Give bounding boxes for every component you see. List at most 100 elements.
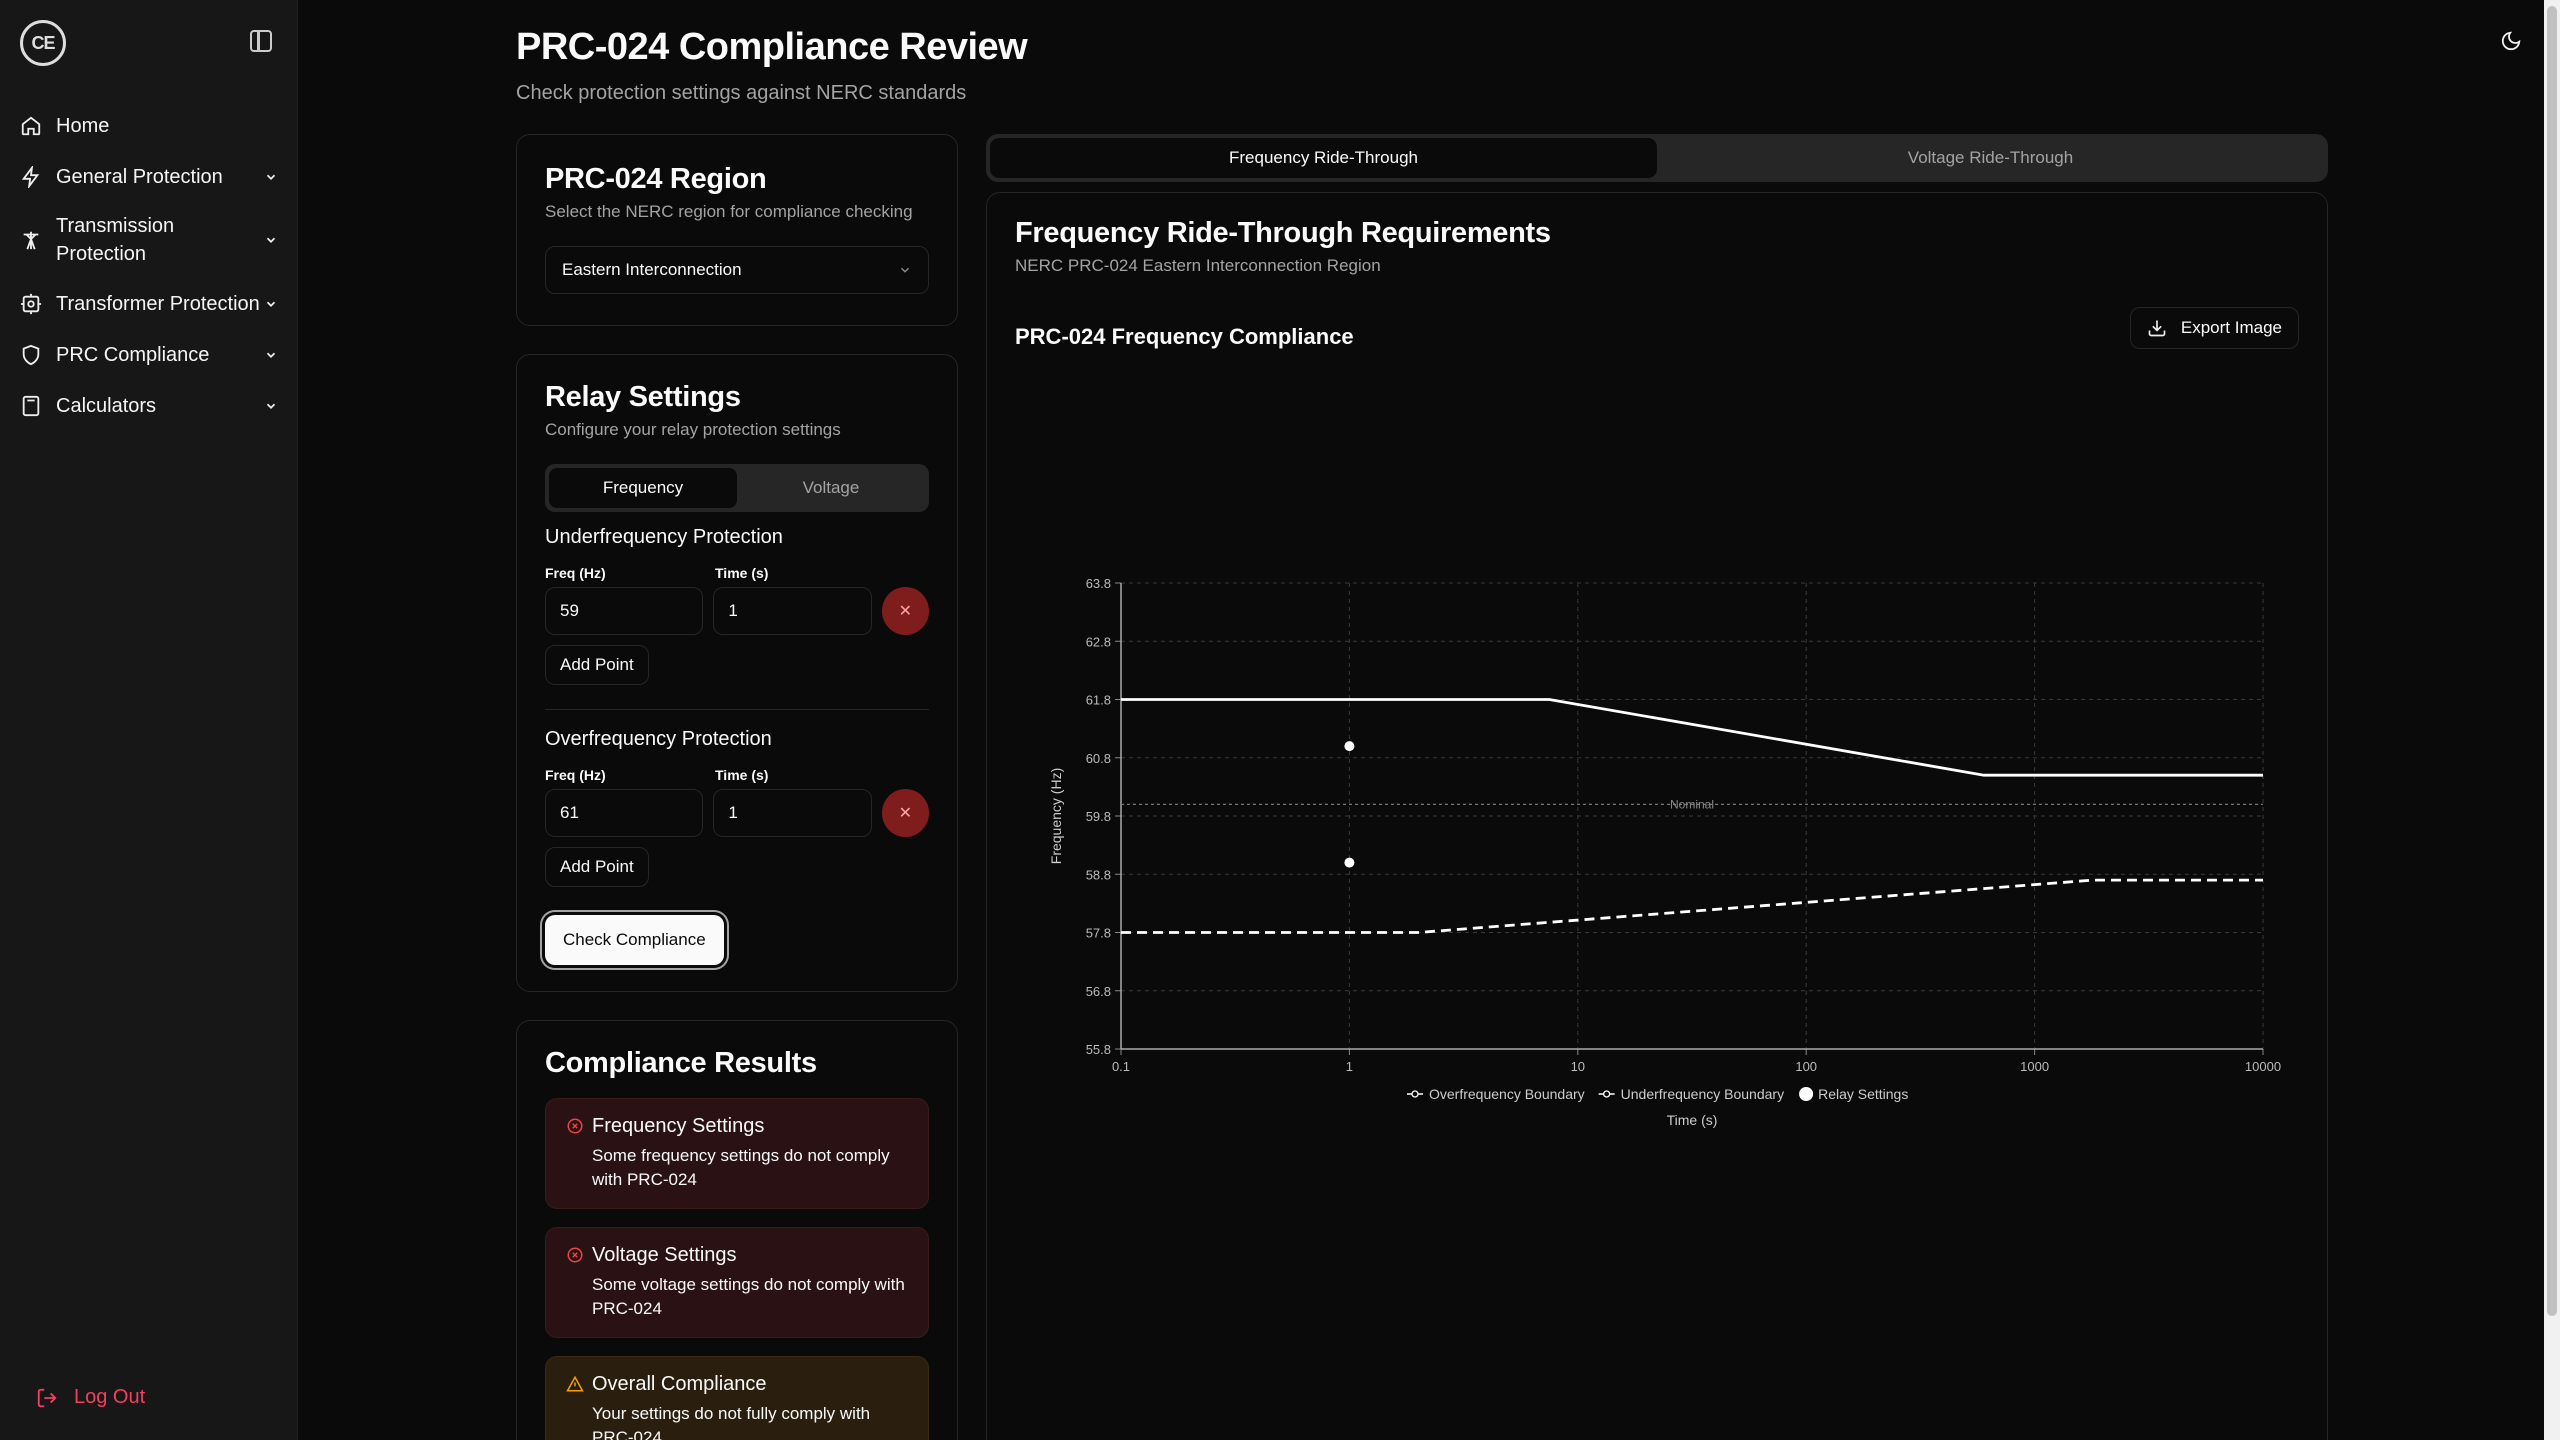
tab-frequency-ride-through[interactable]: Frequency Ride-Through [990,138,1657,178]
x-circle-icon [567,1247,583,1263]
underfrequency-freq-input[interactable]: 59 [545,587,704,635]
calculator-icon [22,395,40,416]
result-title: Voltage Settings [592,1244,737,1266]
sidebar-toggle-icon[interactable] [250,30,272,52]
freq-label: Freq (Hz) [545,767,606,783]
legend-entry: Relay Settings [1818,1086,1908,1102]
legend-marker [1799,1087,1814,1101]
x-tick-label: 0.1 [1112,1059,1130,1074]
relay-settings-description: Configure your relay protection settings [545,420,841,439]
result-title: Overall Compliance [592,1373,767,1395]
compliance-results-card: Compliance Results Frequency Settings So… [516,1020,958,1440]
x-tick-label: 1 [1346,1059,1353,1074]
sidebar-item-transformer-protection[interactable]: Transformer Protection [0,278,298,329]
nominal-label: Nominal [1670,797,1714,811]
download-icon [2148,320,2166,337]
remove-point-button[interactable]: ✕ [881,789,929,837]
add-underfrequency-point-button[interactable]: Add Point [545,645,649,685]
sidebar-item-calculators[interactable]: Calculators [0,380,298,431]
logout-button[interactable]: Log Out [36,1386,145,1409]
result-description: Some frequency settings do not comply wi… [592,1146,890,1189]
region-card: PRC-024 Region Select the NERC region fo… [516,134,958,326]
remove-point-button[interactable]: ✕ [881,587,929,635]
chart-card: Frequency Ride-Through Requirements NERC… [986,192,2328,1440]
sidebar-item-home[interactable]: Home [0,100,298,151]
scrollbar-thumb[interactable] [2547,6,2557,1316]
result-frequency: Frequency Settings Some frequency settin… [545,1098,929,1209]
scrollbar[interactable] [2544,0,2560,1440]
sidebar-nav: Home General Protection Transmission Pro… [0,100,298,431]
region-select-value: Eastern Interconnection [562,260,742,279]
tab-voltage[interactable]: Voltage [802,478,860,497]
time-label: Time (s) [715,767,769,783]
shield-icon [22,344,40,365]
x-circle-icon [567,1118,583,1134]
check-compliance-button[interactable]: Check Compliance [545,915,724,965]
tab-frequency[interactable]: Frequency [549,468,737,508]
overfrequency-time-input[interactable]: 1 [713,789,872,837]
time-label: Time (s) [715,565,769,581]
legend-entry: Underfrequency Boundary [1621,1086,1784,1102]
page-subtitle: Check protection settings against NERC s… [516,82,967,104]
y-tick-label: 57.8 [1086,926,1111,941]
chevron-down-icon [900,267,910,273]
chevron-down-icon [266,403,276,409]
add-overfrequency-point-button[interactable]: Add Point [545,847,649,887]
export-image-button[interactable]: Export Image [2129,307,2299,349]
sidebar-item-general-protection[interactable]: General Protection [0,151,298,202]
panel-title: Frequency Ride-Through Requirements [1015,217,1551,249]
panel-description: NERC PRC-024 Eastern Interconnection Reg… [1015,256,1381,275]
home-icon [21,116,41,135]
x-tick-label: 10000 [2245,1059,2281,1074]
overfrequency-title: Overfrequency Protection [545,728,772,750]
underfrequency-labels: Freq (Hz) Time (s) [545,565,929,581]
x-tick-label: 1000 [2020,1059,2049,1074]
result-description: Your settings do not fully comply with P… [592,1404,871,1440]
sidebar-item-label: Transmission Protection [56,215,175,265]
chevron-down-icon [266,352,276,358]
region-title: PRC-024 Region [545,163,767,195]
result-title: Frequency Settings [592,1115,765,1137]
sidebar-item-prc-compliance[interactable]: PRC Compliance [0,329,298,380]
brand-logo-icon[interactable]: CE [20,20,66,66]
tab-voltage-ride-through[interactable]: Voltage Ride-Through [1907,148,2074,167]
relay-settings-card: Relay Settings Configure your relay prot… [516,354,958,992]
tower-icon [23,231,39,250]
sidebar-item-label: PRC Compliance [56,343,210,366]
overfrequency-freq-input[interactable]: 61 [545,789,704,837]
overfrequency-boundary-line [1121,698,2263,777]
logout-label: Log Out [74,1386,146,1408]
y-tick-label: 56.8 [1086,984,1111,999]
chevron-down-icon [266,301,276,307]
legend-marker-dot [1602,1090,1611,1098]
relay-type-tabs: Frequency Voltage [545,464,929,512]
relay-setting-point [1344,857,1355,868]
x-tick-label: 100 [1795,1059,1817,1074]
region-select[interactable]: Eastern Interconnection [545,246,929,294]
y-axis-label: Frequency (Hz) [1048,768,1064,864]
x-axis-label: Time (s) [1667,1112,1718,1128]
frequency-chart: 55.8 56.8 57.8 58.8 59.8 60.8 61.8 62.8 63.8 0.1 1… [1048,576,2281,1128]
underfrequency-row: 59 1 ✕ [545,587,929,635]
moon-icon[interactable] [2500,30,2522,52]
close-icon: ✕ [898,805,913,822]
sidebar-item-label: Calculators [56,394,157,417]
overfrequency-labels: Freq (Hz) Time (s) [545,767,929,783]
y-tick-label: 59.8 [1086,809,1111,824]
logout-icon [37,1388,57,1407]
underfrequency-time-input[interactable]: 1 [713,587,872,635]
freq-label: Freq (Hz) [545,565,606,581]
export-image-label: Export Image [2180,318,2282,337]
relay-setting-point [1344,741,1355,752]
overfrequency-row: 61 1 ✕ [545,789,929,837]
x-tick-label: 10 [1571,1059,1585,1074]
chart-title: PRC-024 Frequency Compliance [1015,324,1354,349]
y-tick-label: 63.8 [1086,576,1111,591]
legend-entry: Overfrequency Boundary [1429,1086,1585,1102]
sidebar-item-label: Home [56,114,110,137]
page-title: PRC-024 Compliance Review [516,26,1028,68]
y-tick-label: 55.8 [1086,1042,1111,1057]
result-description: Some voltage settings do not comply with… [592,1275,905,1318]
sidebar-item-transmission-protection[interactable]: Transmission Protection [0,202,298,278]
results-title: Compliance Results [545,1047,817,1079]
